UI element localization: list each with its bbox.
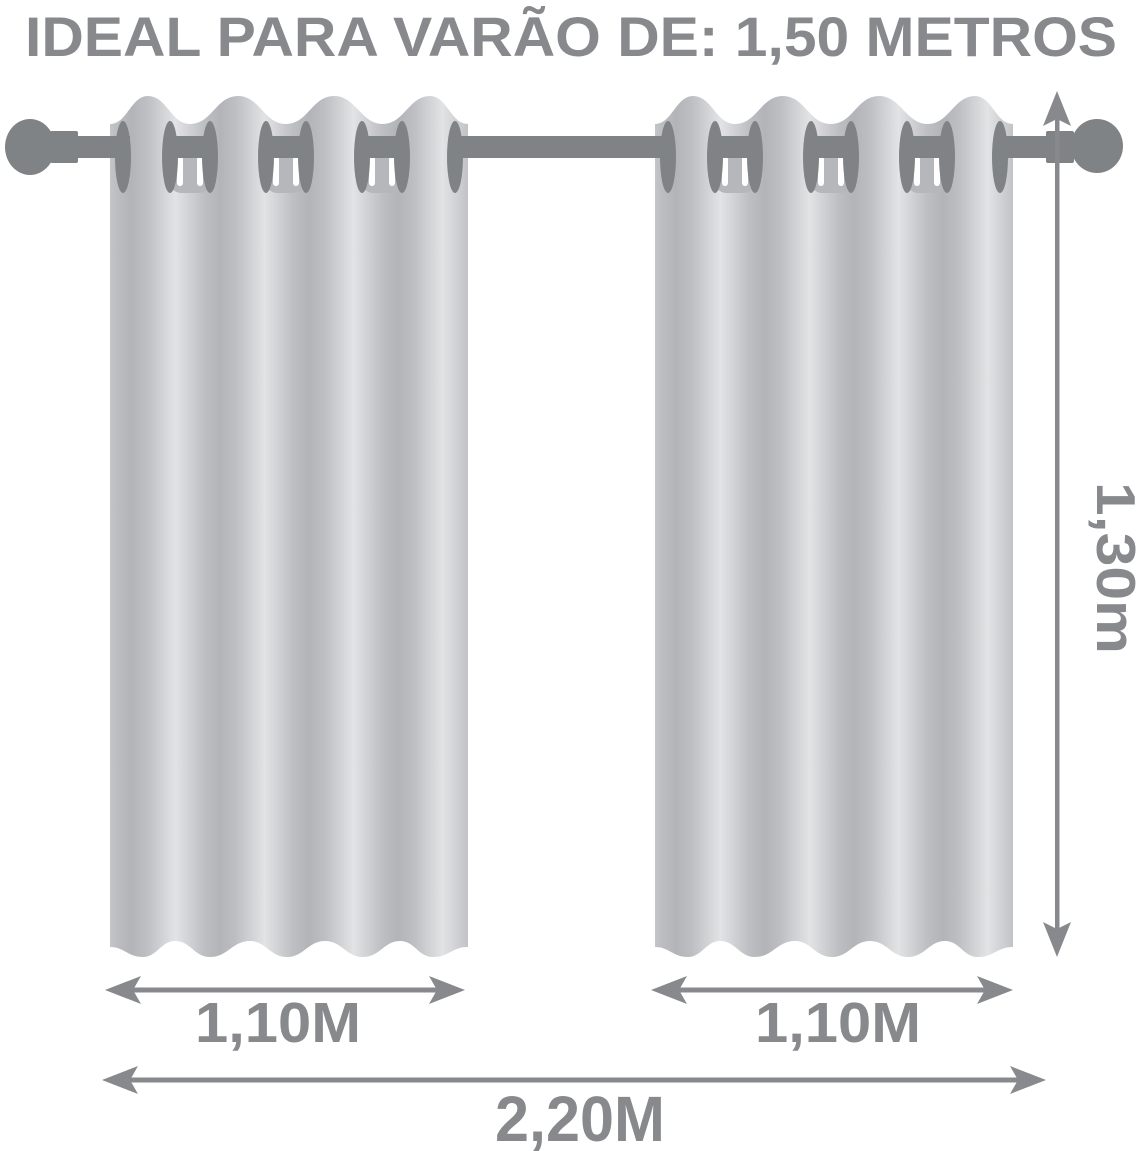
curtain-panels (110, 96, 1013, 957)
left-panel-width-label: 1,10M (195, 991, 361, 1055)
grommet-eyelets (115, 121, 1008, 193)
right-panel-width-label: 1,10M (755, 991, 921, 1055)
total-width-arrow (102, 1066, 1046, 1094)
grommet-light-slivers (177, 156, 940, 186)
panel-height-arrow (1043, 91, 1071, 957)
total-width-label: 2,20M (495, 1083, 665, 1151)
right-curtain-panel (655, 96, 1013, 957)
dimension-arrows (102, 91, 1071, 1094)
left-finial-icon (5, 119, 78, 175)
left-curtain-panel (110, 96, 468, 957)
right-finial-icon (1046, 119, 1123, 173)
panel-height-label: 1,30m (1085, 482, 1140, 654)
left-panel-width-arrow (105, 976, 465, 1004)
right-panel-width-arrow (651, 976, 1013, 1004)
diagram-title: IDEAL PARA VARÃO DE: 1,50 METROS (25, 5, 1117, 68)
labels: IDEAL PARA VARÃO DE: 1,50 METROS 1,10M 1… (25, 5, 1140, 1151)
rod-finials (5, 119, 1123, 175)
